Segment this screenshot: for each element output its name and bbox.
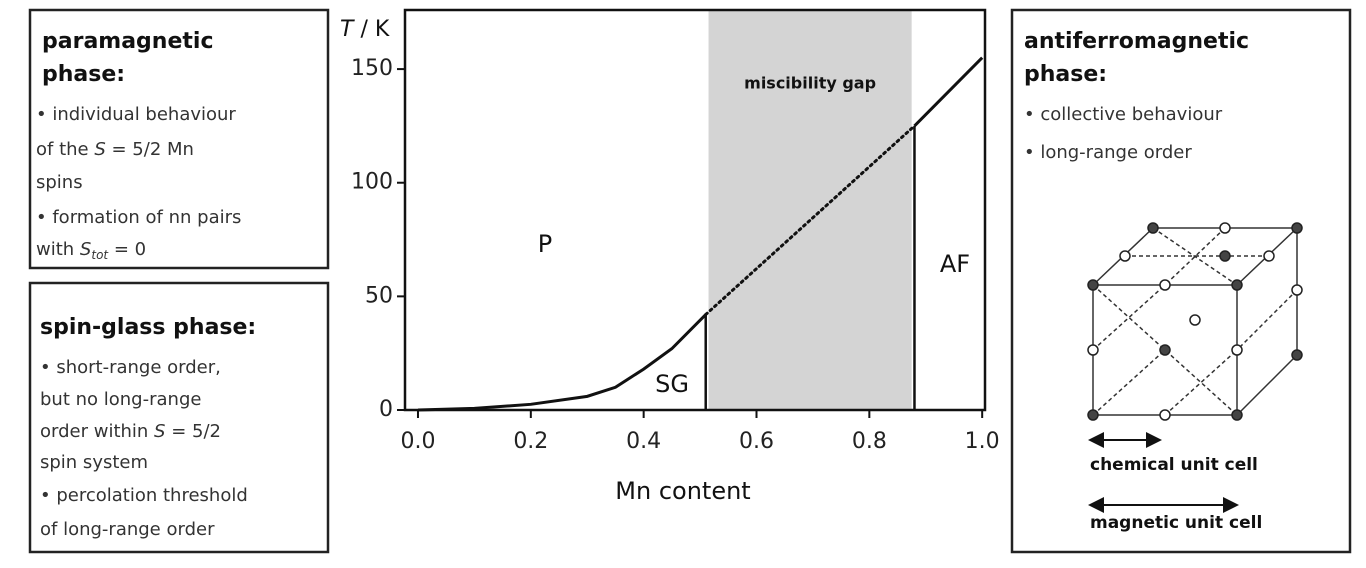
phase-line	[417, 313, 707, 412]
x-tick-label: 0.2	[513, 429, 548, 454]
plot: miscibility gap 0 50 100 150 0.0 0.2 0.4 0.6 0.8 1…	[351, 8, 1000, 454]
phase-line	[913, 56, 984, 127]
y-axis-label: T / K	[340, 17, 390, 42]
box-title: spin-glass phase:	[40, 315, 256, 340]
box-text: • long-range order	[1024, 142, 1192, 163]
region-label: AF	[940, 250, 970, 278]
y-tick-label: 0	[379, 397, 393, 422]
antiferromagnetic-box	[1010, 8, 1352, 554]
plot-frame	[403, 8, 987, 412]
unit-cell-drawing	[1087, 222, 1303, 421]
spin-glass-box	[28, 281, 330, 554]
box-title: phase:	[1024, 62, 1107, 87]
region-label: P	[538, 230, 552, 258]
gap-label: miscibility gap	[744, 74, 876, 93]
x-axis-label: Mn content	[615, 477, 750, 505]
x-tick-label: 0.6	[739, 429, 774, 454]
x-tick-label: 1.0	[965, 429, 1000, 454]
cell-label: magnetic unit cell	[1090, 513, 1262, 533]
paramagnetic-box	[28, 8, 330, 270]
x-tick-label: 0.0	[400, 429, 435, 454]
y-tick-label: 100	[351, 170, 393, 195]
box-text: spin system	[40, 452, 148, 473]
box-text: • percolation threshold	[40, 485, 248, 506]
y-tick-label: 150	[351, 56, 393, 81]
box-title: paramagnetic	[42, 29, 214, 54]
box-text: • collective behaviour	[1024, 104, 1223, 125]
region-label: SG	[655, 370, 689, 398]
y-tick-label: 50	[365, 283, 393, 308]
box-text: of the S = 5/2 Mn	[36, 139, 194, 160]
box-text: • individual behaviour	[36, 104, 236, 125]
box-title: phase:	[42, 62, 125, 87]
box-text: but no long-range	[40, 389, 201, 410]
box-text: • short-range order,	[40, 357, 221, 378]
cell-label: chemical unit cell	[1090, 455, 1258, 475]
box-title: antiferromagnetic	[1024, 29, 1249, 54]
box-text: order within S = 5/2	[40, 421, 221, 442]
miscibility-gap	[708, 10, 912, 410]
box-text: with Stot = 0	[36, 239, 146, 262]
box-text: spins	[36, 172, 83, 193]
x-tick-label: 0.4	[626, 429, 661, 454]
x-tick-label: 0.8	[852, 429, 887, 454]
box-text: of long-range order	[40, 519, 215, 540]
box-text: • formation of nn pairs	[36, 207, 241, 228]
phase-line	[704, 124, 916, 317]
